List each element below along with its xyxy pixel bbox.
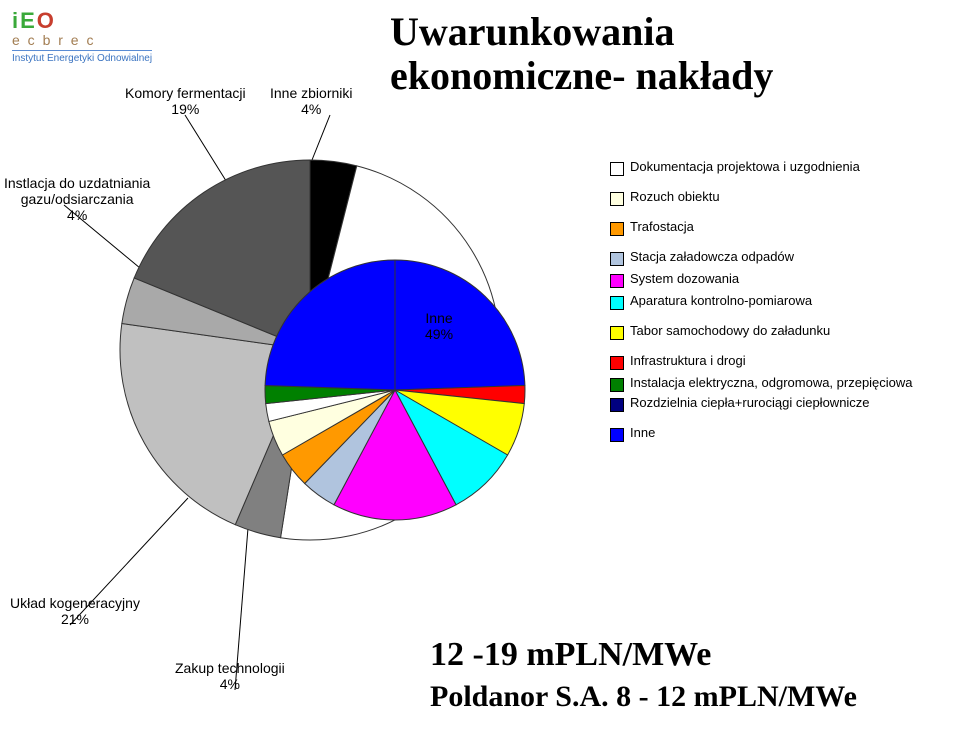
slice-callout: Inne zbiorniki 4%: [270, 85, 353, 117]
legend-swatch: [610, 252, 624, 266]
pie-slice: [265, 260, 395, 390]
legend-item: System dozowania: [610, 272, 930, 288]
legend-label: Trafostacja: [630, 220, 694, 235]
legend-item: Inne: [610, 426, 930, 442]
legend-item: Instalacja elektryczna, odgromowa, przep…: [610, 376, 930, 392]
legend-label: Inne: [630, 426, 655, 441]
legend-swatch: [610, 222, 624, 236]
legend-label: Aparatura kontrolno-pomiarowa: [630, 294, 812, 309]
cost-range-1: 12 -19 mPLN/MWe: [430, 636, 857, 674]
slice-callout: Komory fermentacji 19%: [125, 85, 246, 117]
legend-swatch: [610, 274, 624, 288]
pie-slice: [395, 260, 525, 390]
legend-swatch: [610, 192, 624, 206]
legend-item: Rozdzielnia ciepła+rurociągi ciepłownicz…: [610, 396, 930, 412]
legend-label: Rozuch obiektu: [630, 190, 720, 205]
legend-label: Infrastruktura i drogi: [630, 354, 746, 369]
legend-swatch: [610, 296, 624, 310]
legend: Dokumentacja projektowa i uzgodnienia Roz…: [610, 160, 930, 448]
legend-item: Aparatura kontrolno-pomiarowa: [610, 294, 930, 310]
slice-callout: Inne 49%: [425, 310, 453, 342]
slice-callout: Zakup technologii 4%: [175, 660, 285, 692]
legend-swatch: [610, 378, 624, 392]
legend-item: Trafostacja: [610, 220, 930, 236]
legend-label: Tabor samochodowy do załadunku: [630, 324, 830, 339]
legend-swatch: [610, 398, 624, 412]
legend-item: Dokumentacja projektowa i uzgodnienia: [610, 160, 930, 176]
legend-swatch: [610, 356, 624, 370]
legend-item: Infrastruktura i drogi: [610, 354, 930, 370]
legend-item: Tabor samochodowy do załadunku: [610, 324, 930, 340]
legend-item: Rozuch obiektu: [610, 190, 930, 206]
slice-callout: Instlacja do uzdatniania gazu/odsiarczan…: [4, 175, 150, 223]
legend-swatch: [610, 326, 624, 340]
legend-label: Instalacja elektryczna, odgromowa, przep…: [630, 376, 913, 391]
legend-label: Stacja załadowcza odpadów: [630, 250, 794, 265]
legend-swatch: [610, 162, 624, 176]
legend-item: Stacja załadowcza odpadów: [610, 250, 930, 266]
inner-pie-chart: [0, 0, 527, 522]
legend-label: Rozdzielnia ciepła+rurociągi ciepłownicz…: [630, 396, 870, 411]
slice-callout: Układ kogeneracyjny 21%: [10, 595, 140, 627]
bottom-text: 12 -19 mPLN/MWe Poldanor S.A. 8 - 12 mPL…: [430, 636, 857, 714]
legend-label: Dokumentacja projektowa i uzgodnienia: [630, 160, 860, 175]
legend-swatch: [610, 428, 624, 442]
cost-range-2: Poldanor S.A. 8 - 12 mPLN/MWe: [430, 680, 857, 714]
legend-label: System dozowania: [630, 272, 739, 287]
